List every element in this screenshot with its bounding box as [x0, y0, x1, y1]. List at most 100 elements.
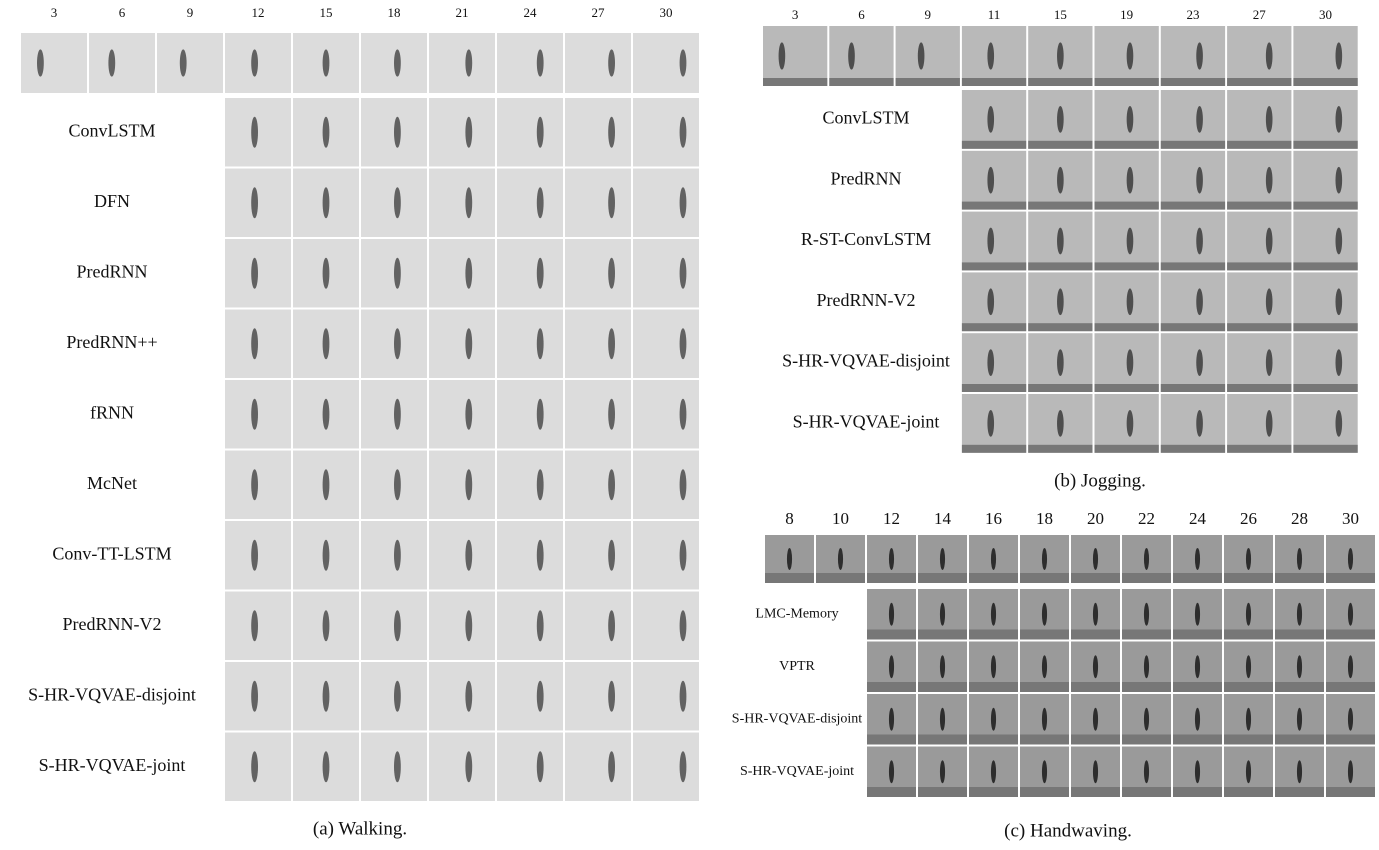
frame-floor — [1161, 262, 1225, 270]
frame-person — [987, 167, 994, 194]
frame-floor — [1161, 445, 1225, 453]
method-label: PredRNN — [77, 261, 148, 281]
frame-floor — [1293, 262, 1357, 270]
frame-person — [1348, 655, 1353, 678]
frame-floor — [1173, 630, 1222, 640]
frame-number: 18 — [388, 5, 401, 20]
frame-number: 30 — [660, 5, 673, 20]
frame-person — [1093, 603, 1098, 626]
frame-image — [1227, 151, 1291, 210]
frame-person — [251, 49, 258, 76]
frame-person — [991, 760, 996, 783]
frame-image — [962, 333, 1026, 392]
frame-image — [1227, 333, 1291, 392]
frame-floor — [1224, 787, 1273, 797]
frame-floor — [1020, 630, 1069, 640]
frame-floor — [1095, 323, 1159, 331]
frame-floor — [1293, 323, 1357, 331]
frame-person — [465, 117, 472, 148]
frame-person — [608, 469, 615, 500]
frame-person — [608, 540, 615, 571]
method-label: S-HR-VQVAE-joint — [793, 412, 940, 432]
frame-person — [608, 117, 615, 148]
frame-image — [565, 310, 631, 379]
frame-image — [829, 26, 893, 86]
frame-person — [394, 187, 401, 218]
frame-person — [1093, 760, 1098, 783]
frame-floor — [1028, 384, 1092, 392]
frame-floor — [1227, 323, 1291, 331]
frame-person — [991, 603, 996, 626]
frame-floor — [1028, 323, 1092, 331]
frame-number: 27 — [1253, 7, 1267, 22]
frame-person — [323, 540, 330, 571]
frame-floor — [1020, 735, 1069, 745]
frame-person — [1042, 708, 1047, 731]
frame-person — [987, 106, 994, 133]
frame-person — [680, 681, 687, 712]
frame-person — [1266, 42, 1273, 69]
frame-person — [608, 610, 615, 641]
frame-person — [1348, 760, 1353, 783]
frame-person — [394, 469, 401, 500]
frame-image — [497, 310, 563, 379]
frame-person — [251, 469, 258, 500]
frame-floor — [1161, 78, 1225, 86]
frame-floor — [1122, 682, 1171, 692]
frame-image — [633, 98, 699, 167]
frame-person — [1127, 106, 1134, 133]
frame-image — [157, 33, 223, 93]
frame-floor — [1095, 78, 1159, 86]
frame-floor — [1122, 573, 1171, 583]
frame-floor — [765, 573, 814, 583]
frame-floor — [1028, 445, 1092, 453]
method-label: Conv-TT-LSTM — [52, 543, 171, 563]
frame-floor — [1326, 682, 1375, 692]
frame-image — [497, 733, 563, 802]
frame-number: 6 — [858, 7, 865, 22]
frame-person — [394, 751, 401, 782]
frame-floor — [829, 78, 893, 86]
frame-floor — [1293, 202, 1357, 210]
frame-person — [323, 328, 330, 359]
frame-floor — [867, 682, 916, 692]
frame-floor — [1161, 141, 1225, 149]
frame-floor — [1161, 384, 1225, 392]
frame-floor — [1122, 630, 1171, 640]
frame-image — [429, 521, 495, 590]
frame-number: 30 — [1342, 509, 1359, 528]
frame-person — [465, 610, 472, 641]
frame-person — [1127, 228, 1134, 255]
frame-person — [1196, 410, 1203, 437]
frame-image — [429, 451, 495, 520]
panel-caption: (a) Walking. — [313, 818, 407, 839]
frame-image — [962, 394, 1026, 453]
frame-person — [1196, 42, 1203, 69]
frame-floor — [1227, 384, 1291, 392]
frame-person — [1057, 288, 1064, 315]
frame-person — [889, 603, 894, 626]
frame-image — [1293, 212, 1357, 271]
frame-person — [987, 288, 994, 315]
frame-person — [537, 49, 544, 76]
method-label: LMC-Memory — [755, 606, 838, 621]
frame-person — [608, 681, 615, 712]
frame-person — [180, 49, 187, 76]
frame-floor — [1071, 682, 1120, 692]
frame-number: 23 — [1186, 7, 1199, 22]
method-label: PredRNN — [831, 168, 902, 188]
method-label: McNet — [87, 473, 137, 493]
frame-number: 22 — [1138, 509, 1155, 528]
frame-person — [1127, 167, 1134, 194]
frame-image — [565, 733, 631, 802]
frame-person — [323, 469, 330, 500]
frame-image — [633, 33, 699, 93]
frame-person — [680, 187, 687, 218]
frame-floor — [962, 384, 1026, 392]
frame-image — [565, 239, 631, 308]
frame-floor — [1326, 787, 1375, 797]
frame-person — [940, 708, 945, 731]
frame-number: 8 — [785, 509, 794, 528]
frame-floor — [1095, 141, 1159, 149]
frame-person — [1335, 288, 1342, 315]
